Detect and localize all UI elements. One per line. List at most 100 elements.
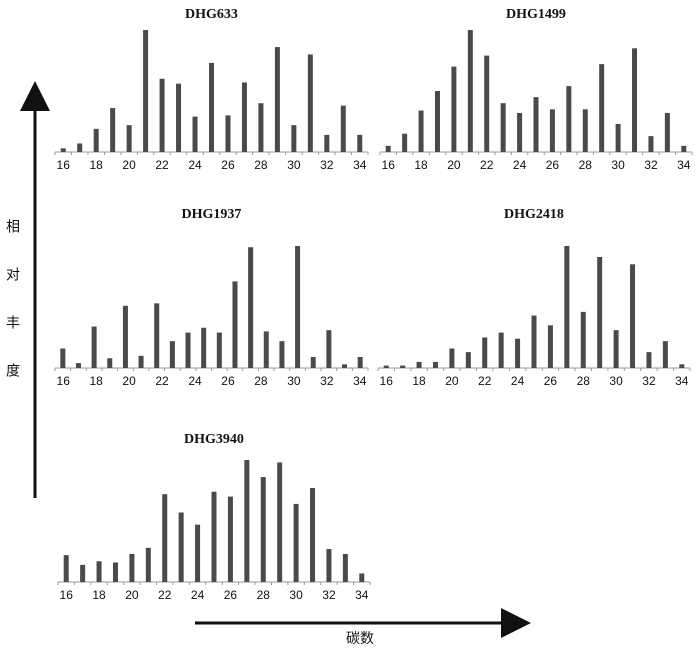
x-tick-label: 26: [546, 158, 560, 172]
panel-title: DHG633: [185, 7, 238, 22]
x-tick-label: 34: [353, 374, 367, 388]
bar-c26: [216, 332, 222, 368]
x-tick-label: 20: [445, 374, 459, 388]
bar-c22: [482, 337, 488, 368]
bar-panel-dhg1937: DHG1937 16 18 20 22 24 26 28 30 32 34: [54, 207, 369, 388]
x-tick-label: 32: [320, 158, 334, 172]
x-tick-label: 30: [287, 374, 301, 388]
bar-c22: [159, 78, 165, 152]
bar-c32: [646, 352, 652, 368]
bar-c19: [112, 562, 118, 582]
bar-c16: [385, 145, 391, 152]
bar-c29: [274, 47, 280, 152]
x-tick-label: 20: [122, 158, 136, 172]
bar-c25: [533, 97, 539, 152]
panel-title: DHG2418: [504, 207, 564, 222]
bar-c25: [201, 327, 207, 368]
x-tick-label: 18: [89, 374, 103, 388]
x-tick-label: 16: [380, 374, 394, 388]
x-tick-label: 18: [89, 158, 103, 172]
bar-c26: [227, 496, 233, 582]
bar-c34: [342, 364, 348, 368]
bar-c22: [484, 55, 490, 153]
bar-c30: [293, 503, 299, 582]
bar-c25: [211, 491, 217, 582]
bar-c29: [263, 331, 269, 368]
x-tick-label: 22: [155, 158, 169, 172]
x-tick-label: 22: [158, 588, 172, 602]
bar-c31: [310, 488, 316, 582]
x-tick-label: 18: [412, 374, 426, 388]
bar-c16: [383, 365, 389, 368]
x-tick-label: 24: [513, 158, 527, 172]
bar-c17: [400, 365, 406, 368]
bar-c31: [630, 264, 636, 368]
bar-c24: [515, 338, 521, 368]
x-tick-label: 32: [322, 588, 336, 602]
bar-c21: [467, 30, 473, 152]
x-tick-label: 22: [155, 374, 169, 388]
x-tick-label: 32: [644, 158, 658, 172]
panel-title: DHG1499: [506, 7, 566, 22]
bar-c30: [291, 125, 297, 152]
bar-c20: [449, 348, 455, 368]
x-tick-label: 34: [355, 588, 369, 602]
bar-c19: [432, 361, 438, 368]
x-tick-label: 16: [60, 588, 74, 602]
x-tick-label: 20: [125, 588, 139, 602]
bar-c28: [260, 477, 266, 582]
bar-panel-dhg3940: DHG3940 16 18 20 22 24 26 28 30 32 34: [57, 432, 371, 602]
bar-panel-dhg1499: DHG1499 16 18 20 22 24 26 28 30 32 34: [379, 7, 693, 172]
bar-c17: [80, 564, 86, 582]
bar-c22: [162, 494, 168, 582]
bar-c28: [580, 311, 586, 368]
x-tick-label: 16: [57, 374, 71, 388]
x-tick-label: 34: [675, 374, 689, 388]
bar-c34: [357, 134, 363, 152]
bar-c31: [307, 54, 313, 152]
bar-c35: [357, 357, 363, 368]
x-tick-label: 30: [611, 158, 625, 172]
bar-c19: [107, 358, 113, 368]
bar-c18: [91, 326, 97, 368]
x-tick-label: 24: [191, 588, 205, 602]
bar-c23: [500, 103, 506, 152]
bar-c17: [75, 363, 81, 368]
bar-c24: [192, 116, 198, 152]
bar-c24: [195, 524, 201, 582]
bar-c30: [279, 341, 285, 368]
x-tick-label: 24: [188, 158, 202, 172]
bar-c27: [244, 460, 250, 582]
bar-c26: [225, 115, 231, 152]
bar-c32: [310, 357, 316, 368]
x-tick-label: 20: [122, 374, 136, 388]
bar-c16: [60, 148, 66, 152]
bar-c20: [126, 125, 132, 152]
bar-c17: [77, 143, 83, 152]
bar-c21: [465, 352, 471, 368]
x-tick-label: 32: [320, 374, 334, 388]
bar-c29: [597, 256, 603, 368]
x-tick-label: 28: [579, 158, 593, 172]
bar-c26: [549, 109, 555, 152]
x-tick-label: 26: [224, 588, 238, 602]
bar-c31: [295, 246, 301, 368]
bar-c24: [185, 332, 191, 368]
x-tick-label: 24: [188, 374, 202, 388]
bar-panel-dhg2418: DHG2418 16 18 20 22 24 26 28 30 32 34: [377, 207, 691, 388]
bar-c27: [566, 86, 572, 152]
bar-c29: [277, 462, 283, 582]
x-tick-label: 34: [353, 158, 367, 172]
bar-c31: [632, 48, 638, 152]
x-tick-label: 30: [287, 158, 301, 172]
bar-c28: [582, 109, 588, 152]
x-tick-label: 26: [221, 374, 235, 388]
x-tick-label: 20: [447, 158, 461, 172]
x-tick-label: 26: [221, 158, 235, 172]
bar-c27: [232, 281, 238, 368]
bar-c34: [681, 145, 687, 152]
bar-c32: [324, 134, 330, 152]
bar-c17: [402, 133, 408, 152]
bar-c20: [451, 66, 457, 152]
